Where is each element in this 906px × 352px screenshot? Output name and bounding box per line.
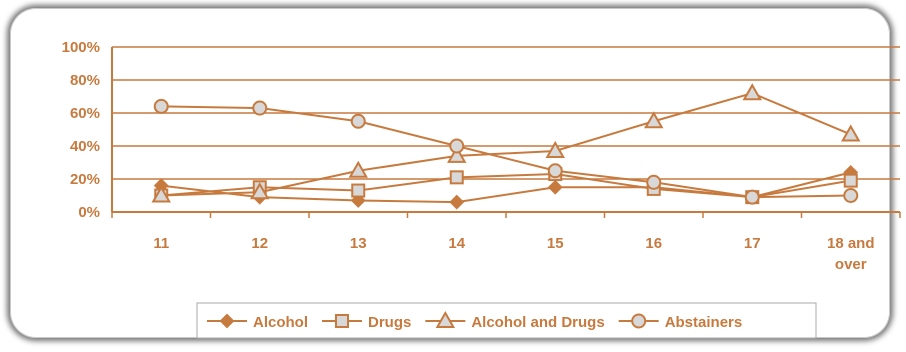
series-group [151,83,861,210]
legend-label: Alcohol and Drugs [471,314,604,331]
legend-item: Drugs [322,314,411,331]
series-line [161,92,852,197]
y-tick-label: 100% [62,39,100,56]
data-point [547,163,563,179]
data-point [744,189,760,205]
data-point [151,185,171,203]
data-point [250,182,270,200]
data-point [351,183,366,198]
data-point [153,98,169,114]
y-tick-label: 40% [70,138,100,155]
legend-label: Abstainers [665,314,743,331]
series-alcohol-and-drugs [151,83,861,203]
data-point [547,179,563,195]
data-point [447,145,467,163]
x-tick-label: 17 [744,235,761,252]
y-tick-label: 80% [70,72,100,89]
data-point [348,160,368,178]
legend-marker [219,313,235,329]
data-point [449,170,464,185]
y-tick-label: 20% [70,171,100,188]
legend-box [196,302,817,339]
data-point [545,140,565,158]
x-tick-label: 11 [153,235,169,252]
legend-marker [335,314,349,328]
x-tick-label: 13 [350,235,367,252]
legend-label: Alcohol [253,314,308,331]
legend-marker [631,313,647,329]
x-tick-label: 12 [251,235,268,252]
gridlines [111,46,900,213]
data-point [252,100,268,116]
series-abstainers [153,98,859,205]
legend-item: Alcohol [207,313,308,331]
x-axis-ticks: 11 12 13 14 15 16 17 18 and over [111,212,901,273]
legend-label: Drugs [368,314,411,331]
data-point [742,83,762,101]
x-tick-label: 16 [645,235,662,252]
data-point [646,174,662,190]
legend-item: Alcohol and Drugs [425,310,605,331]
series-line [161,105,851,199]
data-point [841,124,861,142]
data-point [843,173,858,188]
data-point [449,194,465,210]
y-tick-label: 60% [70,105,100,122]
legend-item: Abstainers [618,313,743,331]
data-point [644,111,664,129]
data-point [449,138,465,154]
data-point [843,188,859,203]
legend-marker [435,310,456,328]
data-point [350,113,366,129]
x-tick-label: 15 [547,235,564,252]
x-tick-label: 18 and over [827,235,875,273]
legend: Alcohol Drugs Alcohol and Drugs Abstainers [196,302,817,339]
x-tick-label: 14 [448,235,465,252]
y-axis-ticks: 0% 20% 40% 60% 80% 100% [62,39,100,221]
y-tick-label: 0% [78,204,100,221]
